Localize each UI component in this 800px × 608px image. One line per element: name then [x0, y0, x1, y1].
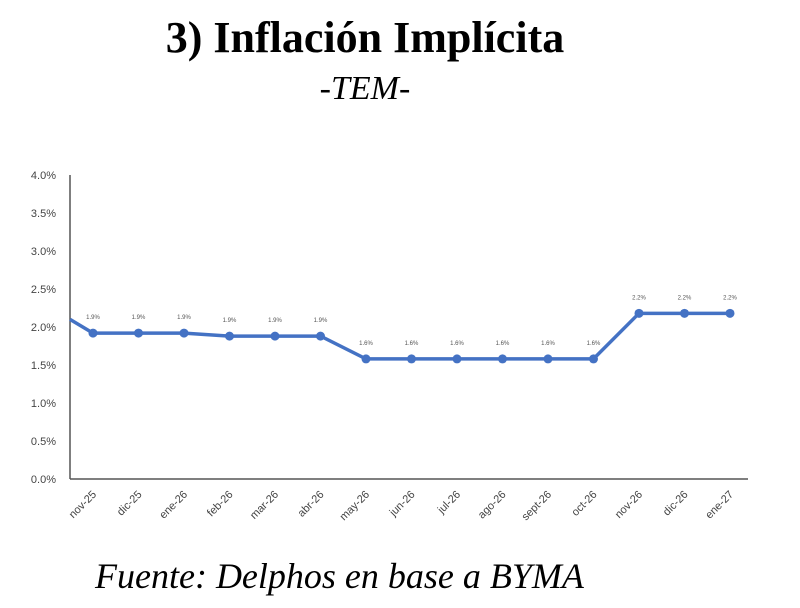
x-tick-label: dic-25 [115, 489, 145, 519]
data-point [88, 328, 98, 338]
y-tick-label: 2.0% [31, 322, 56, 334]
data-label: 1.9% [86, 315, 100, 321]
x-tick-label: oct-26 [570, 489, 600, 519]
data-label: 1.6% [541, 341, 555, 347]
x-tick-label: may-26 [338, 489, 372, 523]
data-point [134, 328, 143, 338]
data-point [452, 354, 462, 364]
source-note: Fuente: Delphos en base a BYMA [95, 556, 584, 596]
x-tick-label: ago-26 [476, 489, 509, 522]
data-point [361, 354, 371, 364]
x-tick-label: sept-26 [520, 489, 554, 523]
data-point [225, 331, 234, 341]
y-tick-label: 1.5% [31, 360, 56, 372]
y-tick-label: 3.0% [31, 246, 56, 258]
y-tick-label: 2.5% [31, 284, 56, 296]
x-tick-label: feb-26 [205, 489, 236, 520]
data-label: 1.6% [587, 341, 601, 347]
data-point [316, 331, 325, 341]
x-tick-label: ene-27 [703, 489, 736, 522]
data-point [543, 354, 553, 364]
data-point [407, 354, 416, 364]
x-tick-label: nov-25 [67, 489, 99, 521]
data-label: 2.2% [723, 295, 737, 301]
data-label: 1.9% [177, 315, 191, 321]
page-subtitle: -TEM- [319, 70, 411, 107]
data-point [725, 308, 735, 318]
data-label: 2.2% [678, 295, 692, 301]
series-line [69, 311, 730, 361]
data-label: 1.9% [132, 315, 146, 321]
data-label: 1.6% [405, 341, 419, 347]
data-label: 1.6% [450, 341, 464, 347]
data-label: 1.9% [223, 318, 237, 324]
data-label: 1.6% [496, 341, 510, 347]
x-tick-label: mar-26 [248, 489, 281, 522]
x-tick-label: ene-26 [157, 489, 190, 522]
data-point [179, 328, 189, 338]
data-point [589, 354, 598, 364]
data-point [270, 331, 280, 341]
y-tick-label: 1.0% [31, 398, 56, 410]
y-tick-label: 4.0% [31, 170, 56, 182]
x-tick-label: jun-26 [387, 489, 418, 520]
data-label: 1.6% [359, 341, 373, 347]
x-tick-label: dic-26 [661, 489, 691, 519]
data-label: 1.9% [268, 318, 282, 324]
y-tick-label: 3.5% [31, 208, 56, 220]
data-point [680, 308, 689, 318]
x-tick-label: abr-26 [296, 489, 327, 520]
data-label: 1.9% [314, 318, 328, 324]
y-tick-label: 0.5% [31, 436, 56, 448]
x-tick-label: nov-26 [613, 489, 645, 521]
y-tick-label: 0.0% [31, 474, 56, 486]
data-label: 2.2% [632, 295, 646, 301]
page-title: 3) Inflación Implícita [165, 13, 565, 62]
data-point [498, 354, 507, 364]
data-point [634, 308, 644, 318]
x-tick-label: jul-26 [435, 489, 463, 517]
